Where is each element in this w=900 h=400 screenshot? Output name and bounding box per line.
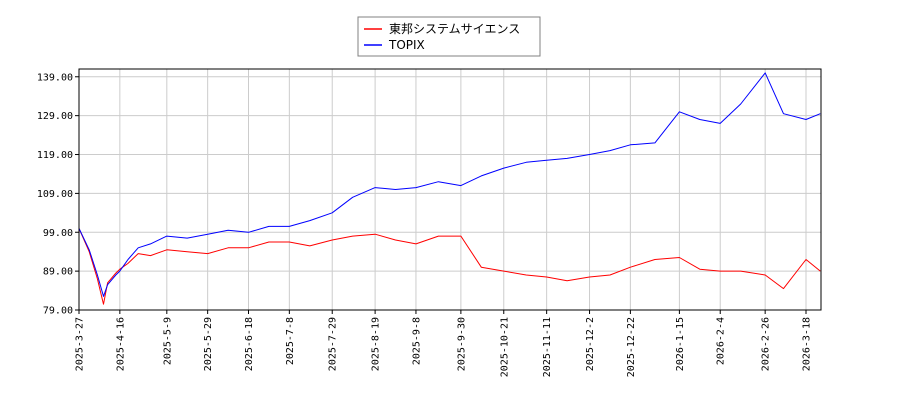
x-tick-label: 2025-9-30 [456,317,467,371]
y-tick-label: 79.00 [43,306,73,317]
y-tick-label: 89.00 [43,267,73,278]
x-tick-label: 2025-12-22 [626,317,637,377]
x-tick-label: 2025-4-16 [115,317,126,371]
x-tick-label: 2025-8-19 [371,317,382,371]
y-tick-label: 99.00 [43,228,73,239]
x-tick-label: 2025-5-29 [203,317,214,371]
legend-label-series-2: TOPIX [388,38,425,52]
series-line-2 [78,72,821,297]
x-tick-label: 2026-3-18 [802,317,813,371]
y-tick-label: 129.00 [37,111,73,122]
x-axis: 2025-3-27 2025-4-16 2025-5-9 2025-5-29 2025-… [75,310,813,377]
x-tick-label: 2025-3-27 [75,317,86,371]
legend: 東邦システムサイエンス TOPIX [357,16,541,57]
x-tick-label: 2025-10-21 [499,317,510,377]
grid [78,69,821,311]
legend-box [357,16,541,57]
y-tick-label: 139.00 [37,72,73,83]
x-tick-label: 2026-2-26 [761,317,772,371]
x-tick-label: 2025-12-2 [585,317,596,371]
y-tick-label: 109.00 [37,189,73,200]
y-tick-label: 119.00 [37,150,73,161]
x-tick-label: 2025-7-29 [328,317,339,371]
x-tick-label: 2025-7-8 [285,317,296,365]
legend-label-series-1: 東邦システムサイエンス [389,22,520,36]
series-line-1 [78,228,821,305]
x-tick-label: 2025-5-9 [162,317,173,365]
x-tick-label: 2026-1-15 [675,317,686,371]
plot-frame [78,68,822,311]
x-tick-label: 2026-2-4 [716,317,727,365]
y-axis: 79.00 89.00 99.00 109.00 119.00 129.00 139.00 [37,72,79,317]
x-tick-label: 2025-6-18 [244,317,255,371]
series-lines [78,72,821,305]
x-tick-label: 2025-9-8 [411,317,422,365]
x-tick-label: 2025-11-11 [542,317,553,377]
